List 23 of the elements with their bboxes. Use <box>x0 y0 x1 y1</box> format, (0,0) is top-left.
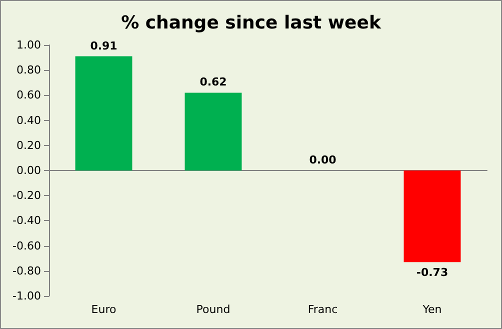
y-tick-label: -0.80 <box>12 264 41 278</box>
data-label: 0.91 <box>90 39 118 52</box>
data-label: 0.62 <box>200 76 227 89</box>
y-tick-label: 0.80 <box>16 64 41 77</box>
x-tick-label: Pound <box>196 303 230 316</box>
x-tick-label: Euro <box>91 303 116 316</box>
y-tick-label: -0.40 <box>12 214 41 228</box>
data-label: 0.00 <box>309 154 337 166</box>
y-tick-label: -0.20 <box>12 189 41 202</box>
bar <box>404 170 461 262</box>
y-tick-label: 1.00 <box>16 38 41 52</box>
y-tick-label: 0.60 <box>16 88 41 102</box>
y-tick-label: 0.00 <box>16 164 41 177</box>
y-tick-label: 0.40 <box>16 114 41 127</box>
y-tick-label: -1.00 <box>12 290 41 302</box>
chart-title: % change since last week <box>121 12 382 34</box>
bar <box>75 56 132 170</box>
x-tick-label: Franc <box>308 303 338 316</box>
y-tick-label: 0.20 <box>16 138 41 152</box>
data-label: -0.73 <box>416 266 448 280</box>
y-tick-label: -0.60 <box>12 239 41 252</box>
x-tick-label: Yen <box>422 303 442 316</box>
bar <box>184 92 242 170</box>
